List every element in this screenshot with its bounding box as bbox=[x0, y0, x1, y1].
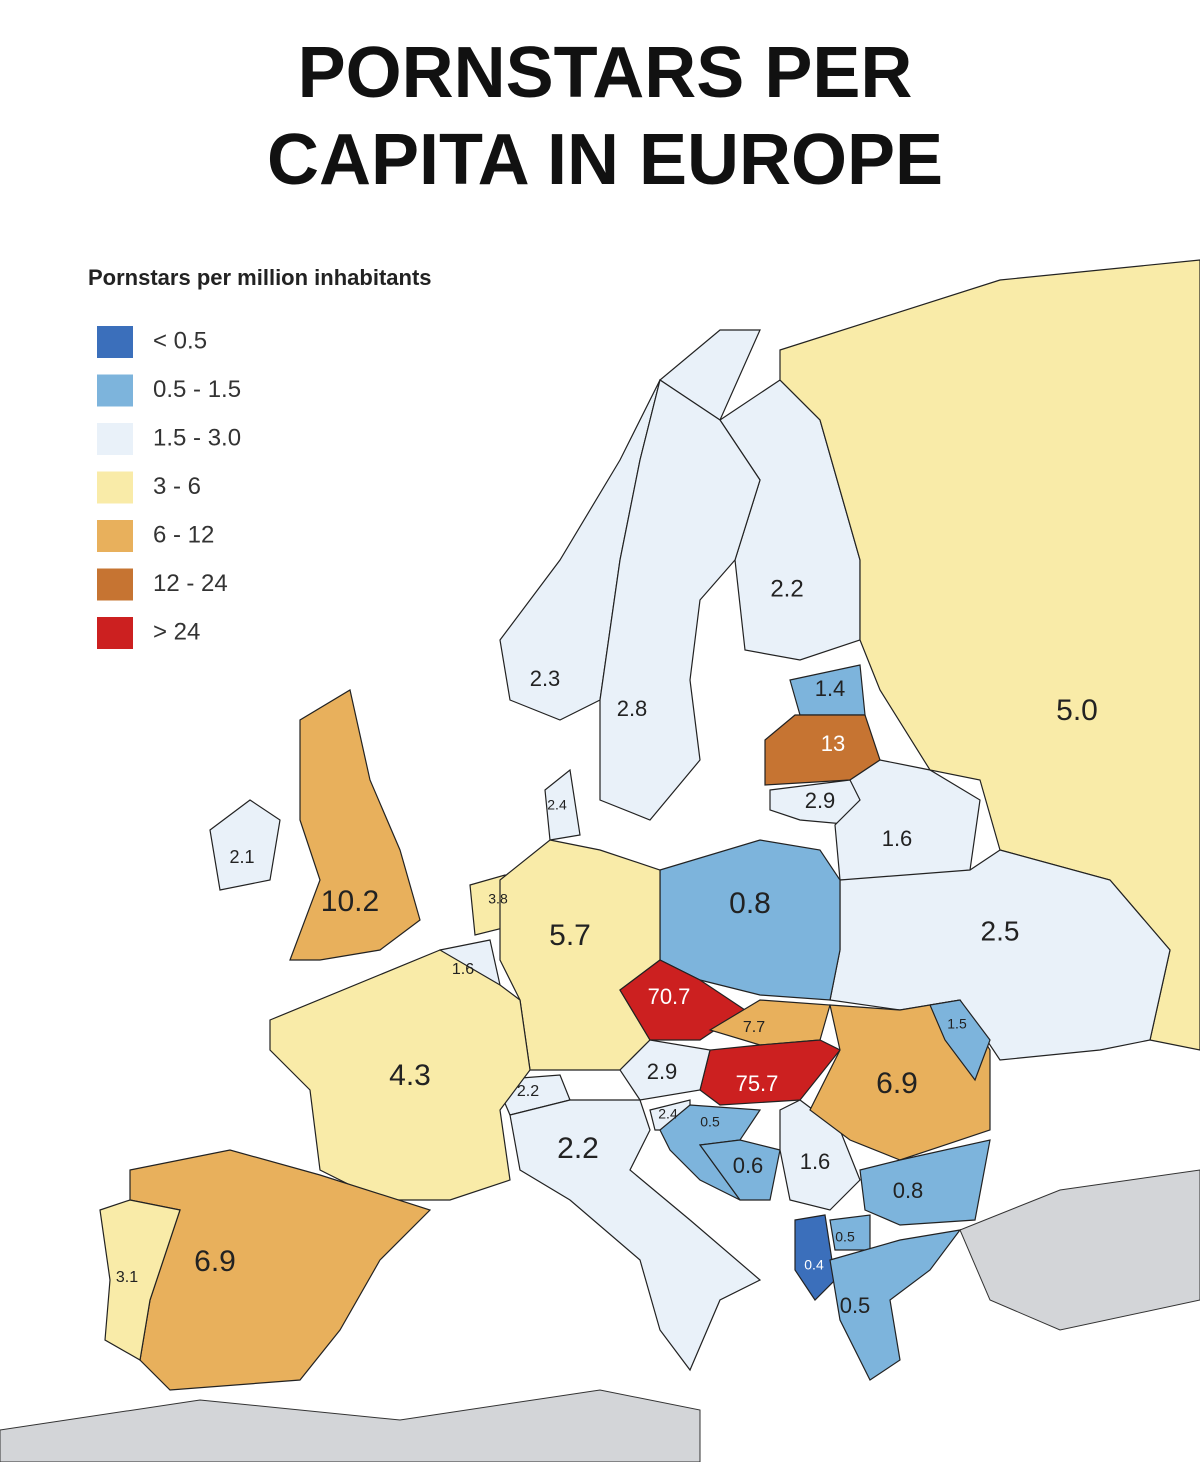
non-data-land bbox=[959, 1169, 1200, 1331]
legend-label: 3 - 6 bbox=[153, 473, 201, 500]
value-label: 0.8 bbox=[893, 1178, 924, 1203]
country bbox=[619, 1039, 711, 1101]
country bbox=[99, 1199, 181, 1361]
value-label: 3.8 bbox=[488, 891, 508, 907]
value-label: 0.8 bbox=[729, 887, 771, 920]
country bbox=[779, 259, 1200, 1051]
value-label: 4.3 bbox=[389, 1059, 431, 1092]
country bbox=[708, 999, 831, 1046]
legend-swatch bbox=[97, 520, 133, 552]
title-line: CAPITA IN EUROPE bbox=[267, 120, 943, 200]
country bbox=[929, 999, 991, 1082]
value-label: 2.2 bbox=[517, 1083, 539, 1100]
country bbox=[599, 379, 761, 821]
country bbox=[698, 1139, 781, 1201]
value-label: 3.1 bbox=[116, 1269, 138, 1286]
legend-swatch bbox=[97, 568, 133, 601]
countries bbox=[0, 259, 1200, 1462]
value-label: 10.2 bbox=[321, 885, 379, 918]
value-labels: 2.2 2.3 2.8 1.4 13 2.9 1.6 5.0 2.5 0.8 2.4 2.1 10.2 3… bbox=[116, 575, 1098, 1317]
value-label: 2.2 bbox=[770, 575, 803, 602]
legend-swatch bbox=[97, 374, 133, 407]
value-label: 2.3 bbox=[530, 666, 561, 691]
value-label: 2.2 bbox=[557, 1132, 599, 1165]
value-label: 0.5 bbox=[840, 1293, 871, 1318]
legend-swatch bbox=[97, 617, 133, 649]
value-label: 2.9 bbox=[647, 1059, 678, 1084]
country bbox=[289, 689, 421, 961]
value-label: 1.6 bbox=[452, 961, 474, 978]
country bbox=[544, 768, 581, 841]
country bbox=[209, 799, 281, 891]
value-label: 0.6 bbox=[733, 1153, 764, 1178]
value-label: 2.4 bbox=[547, 797, 567, 813]
value-label: 2.8 bbox=[617, 696, 648, 721]
country bbox=[779, 1099, 861, 1211]
country bbox=[859, 1139, 991, 1226]
value-label: 2.5 bbox=[981, 915, 1020, 946]
value-label: 0.4 bbox=[804, 1257, 824, 1273]
legend-label: 0.5 - 1.5 bbox=[153, 376, 241, 403]
value-label: 2.9 bbox=[805, 788, 836, 813]
legend-title: Pornstars per million inhabitants bbox=[88, 265, 432, 290]
value-label: 6.9 bbox=[194, 1245, 236, 1278]
legend-label: 1.5 - 3.0 bbox=[153, 424, 241, 451]
legend: < 0.5 0.5 - 1.5 1.5 - 3.0 3 - 6 6 - 12 12 - 2… bbox=[97, 326, 241, 649]
value-label: 1.4 bbox=[815, 676, 846, 701]
value-label: 7.7 bbox=[743, 1019, 765, 1036]
country bbox=[829, 1229, 962, 1381]
value-label: 1.5 bbox=[947, 1016, 967, 1032]
value-label: 5.7 bbox=[549, 919, 591, 952]
legend-label: 6 - 12 bbox=[153, 521, 214, 548]
value-label: 13 bbox=[821, 731, 845, 756]
non-data-land bbox=[0, 1389, 701, 1462]
value-label: 2.4 bbox=[658, 1106, 678, 1122]
legend-swatch bbox=[97, 423, 133, 455]
legend-label: 12 - 24 bbox=[153, 570, 228, 597]
title-line: PORNSTARS PER bbox=[298, 33, 913, 113]
legend-swatch bbox=[97, 326, 133, 358]
legend-label: > 24 bbox=[153, 618, 200, 645]
country bbox=[794, 1214, 836, 1301]
legend-label: < 0.5 bbox=[153, 327, 207, 354]
value-label: 0.5 bbox=[835, 1229, 855, 1245]
value-label: 75.7 bbox=[736, 1071, 779, 1096]
value-label: 5.0 bbox=[1056, 694, 1098, 727]
legend-swatch bbox=[97, 471, 133, 504]
value-label: 2.1 bbox=[229, 847, 254, 867]
country bbox=[699, 1039, 841, 1106]
value-label: 1.6 bbox=[882, 826, 913, 851]
value-label: 6.9 bbox=[876, 1067, 918, 1100]
value-label: 70.7 bbox=[648, 984, 691, 1009]
country bbox=[509, 1099, 762, 1372]
country bbox=[269, 949, 531, 1201]
value-label: 1.6 bbox=[800, 1149, 831, 1174]
value-label: 0.5 bbox=[700, 1114, 720, 1130]
